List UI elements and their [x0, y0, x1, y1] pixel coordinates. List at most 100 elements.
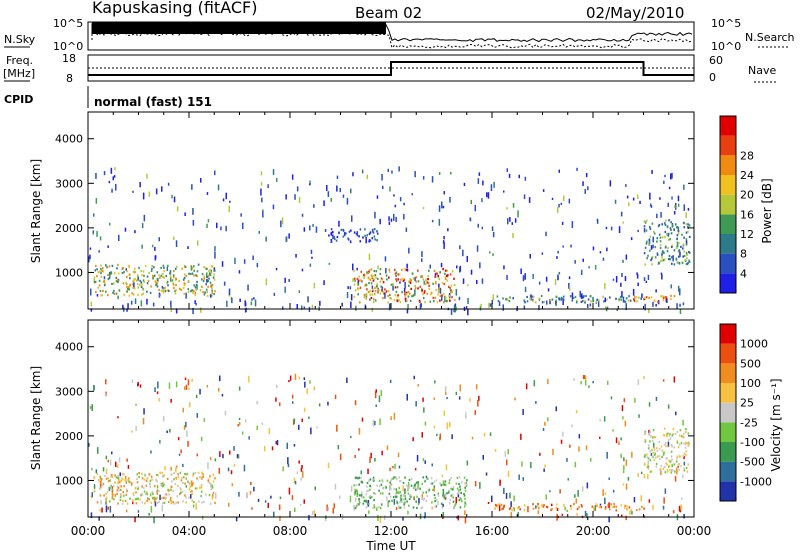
data-cell [459, 245, 461, 250]
data-cell [353, 484, 355, 487]
data-cell [432, 488, 434, 491]
data-cell [250, 301, 253, 306]
data-cell [141, 283, 143, 286]
data-cell [447, 228, 449, 232]
data-cell [126, 270, 128, 273]
data-cell [427, 477, 429, 480]
data-cell [395, 491, 398, 495]
data-cell [666, 434, 668, 438]
data-cell [424, 301, 426, 304]
data-cell [677, 230, 680, 233]
data-cell [370, 274, 373, 277]
data-cell [653, 449, 656, 452]
data-cell [643, 375, 645, 380]
data-cell [374, 211, 376, 219]
data-cell [682, 302, 685, 306]
data-cell [146, 173, 148, 179]
data-cell [671, 196, 673, 200]
colorbar-swatch [720, 135, 736, 156]
data-cell [93, 213, 95, 217]
data-cell [132, 492, 135, 495]
data-cell [355, 483, 358, 487]
data-cell [527, 506, 529, 513]
data-cell [303, 407, 306, 412]
data-cell [298, 290, 301, 294]
data-cell [135, 425, 137, 432]
data-cell [650, 245, 653, 250]
data-cell [135, 502, 138, 505]
data-cell [503, 190, 505, 193]
data-cell [357, 279, 360, 282]
data-cell [369, 488, 371, 491]
data-cell [293, 418, 296, 424]
data-cell [156, 492, 159, 495]
data-cell [486, 192, 488, 198]
data-cell [379, 485, 381, 488]
data-cell [180, 449, 182, 454]
data-cell [110, 167, 113, 174]
data-cell [167, 488, 169, 491]
data-cell [360, 480, 363, 483]
data-cell [455, 497, 457, 504]
data-cell [604, 492, 607, 495]
data-cell [122, 499, 124, 502]
data-cell [160, 289, 163, 292]
data-cell [233, 446, 235, 451]
data-cell [453, 277, 455, 280]
data-cell [656, 253, 659, 256]
data-cell [138, 472, 140, 475]
data-cell [447, 491, 450, 494]
data-cell [658, 440, 660, 443]
data-cell [144, 264, 147, 268]
data-cell [454, 299, 456, 302]
data-cell [373, 269, 376, 273]
freq-tick-low: 8 [66, 72, 73, 85]
data-cell [336, 175, 339, 179]
data-cell [660, 272, 663, 275]
data-cell [586, 516, 589, 521]
data-cell [631, 451, 633, 458]
data-cell [650, 435, 652, 438]
data-cell [238, 386, 241, 391]
data-cell [417, 287, 419, 290]
data-cell [375, 404, 377, 407]
data-cell [408, 478, 411, 482]
velocity-colorbar-label: Velocity [m s⁻¹] [769, 378, 783, 471]
data-cell [496, 505, 499, 508]
data-cell [520, 268, 522, 274]
data-cell [188, 387, 190, 390]
data-cell [95, 173, 97, 179]
data-cell [686, 257, 688, 260]
data-cell [685, 441, 687, 444]
data-cell [615, 437, 618, 444]
data-cell [311, 511, 314, 515]
data-cell [132, 499, 134, 503]
data-cell [369, 456, 371, 463]
data-cell [582, 486, 584, 492]
data-cell [448, 294, 450, 297]
data-cell [208, 270, 210, 273]
data-cell [652, 436, 654, 439]
data-cell [370, 495, 373, 499]
data-cell [674, 470, 676, 473]
data-cell [175, 265, 178, 268]
data-cell [626, 508, 628, 511]
data-cell [662, 467, 665, 470]
data-cell [207, 279, 210, 283]
data-cell [506, 298, 509, 301]
data-cell [366, 272, 368, 275]
data-cell [650, 259, 652, 262]
data-cell [177, 473, 179, 476]
data-cell [392, 283, 394, 287]
data-cell [149, 482, 151, 485]
colorbar-tick-label: 100 [740, 377, 761, 390]
data-cell [607, 380, 609, 385]
data-cell [664, 236, 666, 239]
data-cell [170, 473, 173, 476]
data-cell [117, 481, 119, 484]
data-cell [460, 491, 462, 495]
data-cell [128, 266, 130, 269]
data-cell [177, 484, 179, 487]
data-cell [177, 437, 180, 441]
data-cell [273, 292, 276, 296]
